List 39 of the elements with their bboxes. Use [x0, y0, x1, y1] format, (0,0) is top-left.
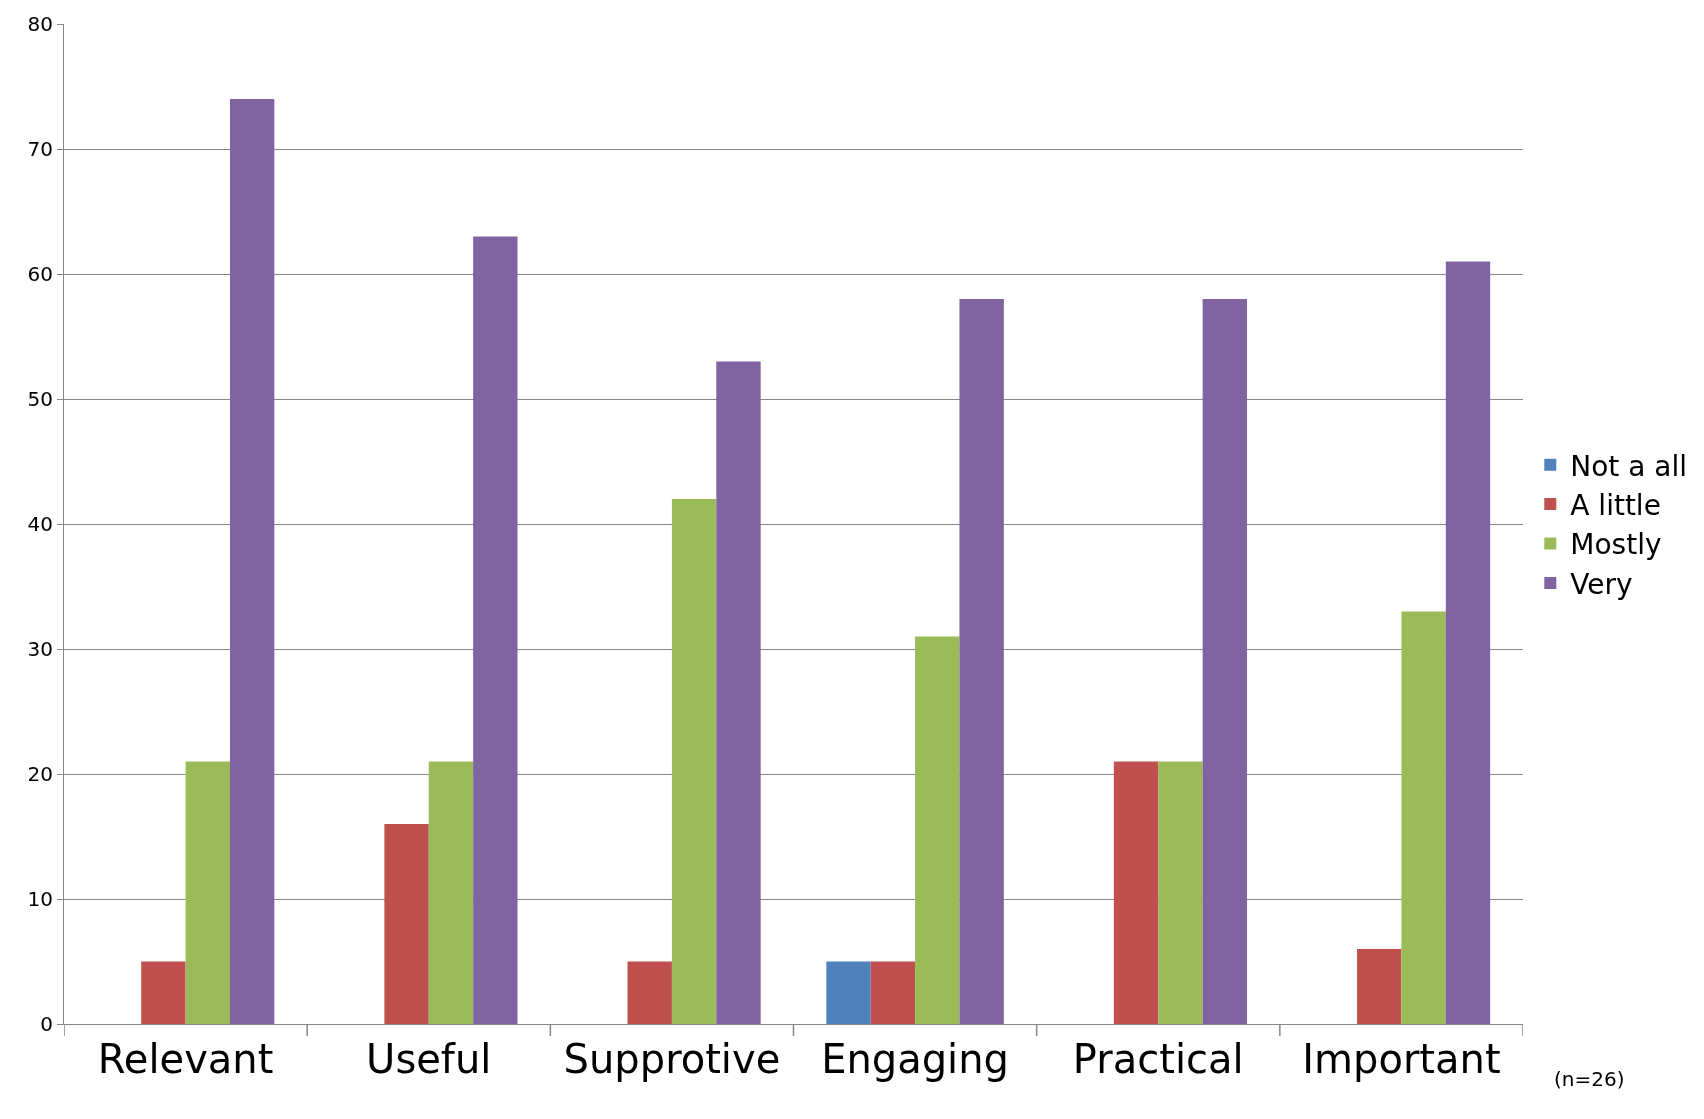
bar	[627, 961, 672, 1024]
bar	[428, 761, 474, 1024]
legend-label: Not a all	[1570, 449, 1688, 483]
bar	[870, 961, 916, 1024]
bar	[185, 761, 230, 1024]
bar	[473, 236, 518, 1024]
bar	[229, 99, 275, 1024]
legend-label: A little	[1570, 489, 1661, 523]
y-tick-label: 50	[27, 387, 53, 411]
y-tick-label: 0	[40, 1012, 53, 1036]
bar	[1401, 611, 1446, 1024]
y-tick-label: 70	[27, 137, 53, 161]
bar	[1357, 949, 1402, 1024]
bar	[1158, 761, 1203, 1024]
x-tick-label: Practical	[1072, 1036, 1244, 1082]
bar	[141, 961, 186, 1024]
y-tick-label: 40	[27, 512, 53, 536]
x-tick-label: Relevant	[97, 1036, 274, 1082]
bar	[1113, 761, 1159, 1024]
x-tick-label: Important	[1302, 1036, 1501, 1082]
bar	[671, 499, 717, 1024]
text: (n=26)	[1554, 1067, 1625, 1091]
legend-label: Very	[1570, 567, 1633, 601]
bar	[716, 361, 761, 1024]
x-tick-label: Useful	[366, 1036, 492, 1082]
x-tick-label: Engaging	[821, 1036, 1009, 1082]
bar	[826, 961, 871, 1024]
y-tick-label: 10	[27, 887, 53, 911]
bar	[384, 824, 429, 1024]
y-tick-label: 30	[27, 637, 53, 661]
bar	[915, 636, 960, 1024]
x-tick-label: Supprotive	[563, 1036, 781, 1082]
bar	[1445, 261, 1491, 1024]
y-tick-label: 80	[27, 12, 53, 36]
bar	[1202, 299, 1248, 1024]
bar	[959, 299, 1004, 1024]
legend-label: Mostly	[1570, 528, 1662, 562]
y-tick-label: 60	[27, 262, 53, 286]
y-tick-label: 20	[27, 762, 53, 786]
